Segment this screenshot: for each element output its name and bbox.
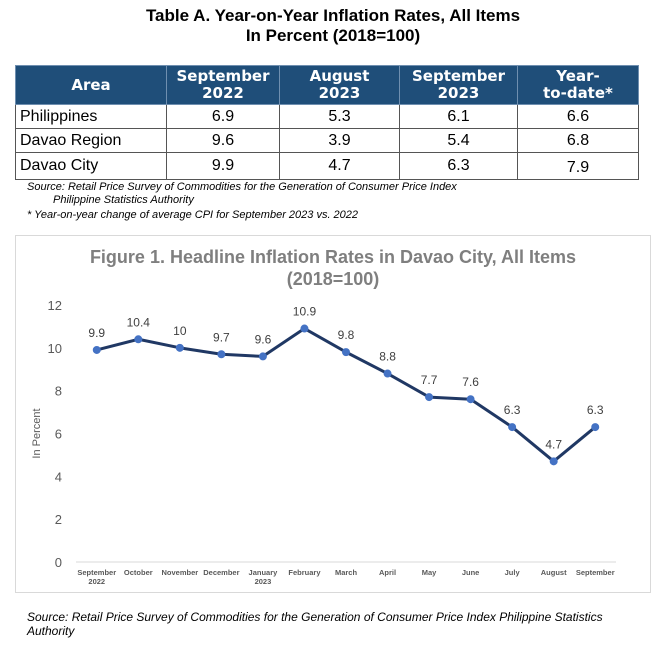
y-tick-label: 0 [55,555,62,570]
table-row: Davao Region 9.6 3.9 5.4 6.8 [15,128,639,153]
data-point [425,393,434,402]
cell-value: 3.9 [279,128,400,153]
x-tick-sublabel: 2023 [255,577,272,586]
data-point [217,350,226,359]
data-point [342,348,350,357]
y-tick-label: 4 [55,469,62,484]
cell-area: Davao City [15,152,167,180]
table-title-line1: Table A. Year-on-Year Inflation Rates, A… [145,6,521,25]
data-point [466,395,475,404]
x-tick-label: May [422,568,437,577]
x-tick-label: September [77,568,116,577]
x-tick-label: January [249,568,279,577]
header-aug-2023: August 2023 [279,65,400,105]
table-row: Davao City 9.9 4.7 6.3 7.9 [15,152,639,180]
y-tick-label: 10 [48,341,62,356]
header-sep-2022: September 2022 [166,65,280,105]
data-label: 7.7 [421,373,438,387]
y-axis-title: In Percent [31,408,43,458]
table-row: Philippines 6.9 5.3 6.1 6.6 [15,104,639,129]
chart-title-line1: Figure 1. Headline Inflation Rates in Da… [89,247,577,267]
data-label: 10 [173,324,187,338]
data-point [549,457,558,466]
data-point [134,335,143,344]
data-label: 8.8 [379,350,396,364]
x-tick-label: June [462,568,480,577]
table-source-line2: Philippine Statistics Authority [53,194,194,206]
cell-value: 5.3 [279,104,400,129]
y-tick-label: 12 [48,298,62,313]
cell-value: 9.6 [166,128,280,153]
x-tick-label: August [541,568,567,577]
data-label: 6.3 [504,403,521,417]
cell-value: 6.8 [517,128,639,153]
data-label: 9.6 [255,332,272,346]
data-label: 10.4 [127,315,151,329]
data-label: 9.8 [338,328,355,342]
cell-value: 6.3 [399,152,518,180]
data-point [508,423,517,432]
header-area: Area [15,65,167,105]
cell-area: Davao Region [15,128,167,153]
table-footnote: * Year-on-year change of average CPI for… [27,209,359,221]
data-point [300,324,309,333]
x-tick-label: October [124,568,153,577]
chart-frame: Figure 1. Headline Inflation Rates in Da… [15,235,651,593]
table-title: Table A. Year-on-Year Inflation Rates, A… [0,6,666,46]
y-tick-label: 8 [55,384,62,399]
y-tick-label: 2 [55,512,62,527]
y-tick-label: 6 [55,427,62,442]
data-label: 4.7 [545,437,562,451]
data-point [92,345,101,354]
data-label: 7.6 [462,375,479,389]
cell-area: Philippines [15,104,167,129]
figure-source: Source: Retail Price Survey of Commoditi… [27,610,603,638]
x-tick-label: April [379,568,396,577]
cell-value: 7.9 [517,152,639,180]
chart-title-line2: (2018=100) [286,269,380,289]
x-tick-label: July [505,568,521,577]
inflation-table: Area September 2022 August 2023 September 2… [15,65,639,180]
data-label: 10.9 [293,305,317,319]
table-title-line2: In Percent (2018=100) [245,26,421,45]
chart-title: Figure 1. Headline Inflation Rates in Da… [16,246,650,290]
x-tick-label: February [288,568,321,577]
cell-value: 9.9 [166,152,280,180]
x-tick-label: November [162,568,199,577]
data-point [258,352,267,361]
data-point [383,369,392,378]
x-tick-label: March [335,568,358,577]
data-label: 9.9 [88,326,105,340]
cell-value: 6.1 [399,104,518,129]
data-label: 6.3 [587,403,604,417]
cell-value: 6.9 [166,104,280,129]
data-label: 9.7 [213,330,230,344]
table-source-line1: Source: Retail Price Survey of Commoditi… [27,181,457,193]
x-tick-label: December [203,568,239,577]
data-point [175,343,184,352]
cell-value: 4.7 [279,152,400,180]
table-header-row: Area September 2022 August 2023 September 2… [15,65,639,105]
x-tick-sublabel: 2022 [88,577,105,586]
x-tick-label: September [576,568,615,577]
cell-value: 5.4 [399,128,518,153]
data-point [591,423,600,432]
header-ytd: Year-to-date* [517,65,639,105]
cell-value: 6.6 [517,104,639,129]
header-sep-2023: September 2023 [399,65,518,105]
